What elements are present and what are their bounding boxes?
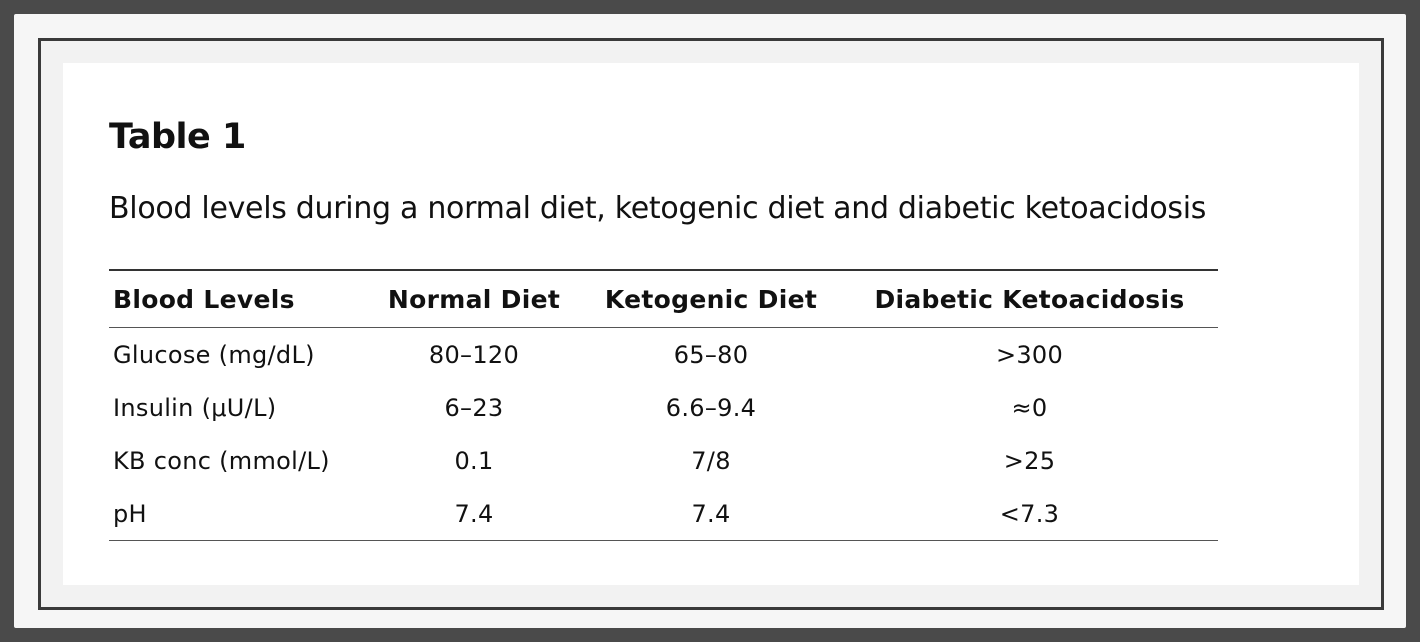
table-cell: 65–80 (673, 340, 749, 369)
row-label: Insulin (μU/L) (113, 393, 277, 422)
table-row: KB conc (mmol/L) 0.1 7/8 >25 (109, 434, 1218, 487)
table-cell: >300 (995, 340, 1064, 369)
table-cell: 6.6–9.4 (665, 393, 757, 422)
blood-levels-table: Blood Levels Normal Diet Ketogenic Diet … (109, 269, 1218, 541)
column-header-blood-levels: Blood Levels (113, 284, 295, 314)
row-label: Glucose (mg/dL) (113, 340, 315, 369)
table-cell: 6–23 (444, 393, 504, 422)
table-header-row: Blood Levels Normal Diet Ketogenic Diet … (109, 270, 1218, 328)
column-header-ketogenic-diet: Ketogenic Diet (604, 284, 818, 314)
table-cell: <7.3 (999, 499, 1060, 528)
table-row: Insulin (μU/L) 6–23 6.6–9.4 ≈0 (109, 381, 1218, 434)
row-label: pH (113, 499, 147, 528)
table-cell: >25 (1003, 446, 1056, 475)
document-frame: Table 1 Blood levels during a normal die… (38, 38, 1384, 610)
column-header-normal-diet: Normal Diet (387, 284, 561, 314)
table-row: pH 7.4 7.4 <7.3 (109, 487, 1218, 541)
table-cell: 7/8 (691, 446, 731, 475)
table-cell: 7.4 (454, 499, 494, 528)
row-label: KB conc (mmol/L) (113, 446, 330, 475)
table-caption: Blood levels during a normal diet, ketog… (109, 191, 1207, 226)
column-header-diabetic-ketoacidosis: Diabetic Ketoacidosis (874, 284, 1185, 314)
table-cell: ≈0 (1011, 393, 1048, 422)
table-row: Glucose (mg/dL) 80–120 65–80 >300 (109, 328, 1218, 382)
table-cell: 80–120 (428, 340, 520, 369)
table-title: Table 1 (109, 117, 246, 157)
page-background: Table 1 Blood levels during a normal die… (14, 14, 1406, 628)
table-cell: 7.4 (691, 499, 731, 528)
table-cell: 0.1 (454, 446, 494, 475)
document-content: Table 1 Blood levels during a normal die… (63, 63, 1359, 585)
